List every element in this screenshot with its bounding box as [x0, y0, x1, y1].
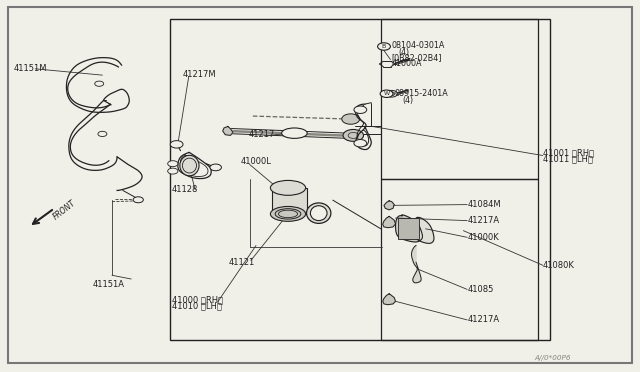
- Text: 41010 〈LH〉: 41010 〈LH〉: [172, 301, 221, 310]
- Text: 41085: 41085: [467, 285, 493, 294]
- Polygon shape: [383, 294, 396, 305]
- Circle shape: [133, 197, 143, 203]
- Text: W: W: [383, 91, 390, 96]
- Polygon shape: [223, 126, 233, 135]
- Ellipse shape: [270, 206, 306, 221]
- Circle shape: [354, 140, 367, 147]
- Bar: [170, 19, 550, 340]
- Text: 41128: 41128: [172, 185, 198, 194]
- Bar: [272, 188, 307, 214]
- Circle shape: [170, 141, 183, 148]
- Circle shape: [168, 161, 178, 167]
- Text: FRONT: FRONT: [51, 199, 77, 222]
- Circle shape: [380, 90, 393, 97]
- Text: 41084M: 41084M: [467, 200, 501, 209]
- Ellipse shape: [180, 155, 199, 176]
- Circle shape: [378, 43, 390, 50]
- Text: 41121: 41121: [229, 258, 255, 267]
- Text: 41000A: 41000A: [392, 60, 422, 68]
- Text: [0B82-02B4]: [0B82-02B4]: [392, 53, 442, 62]
- Polygon shape: [384, 201, 394, 210]
- Circle shape: [343, 129, 364, 141]
- Ellipse shape: [307, 203, 331, 223]
- Ellipse shape: [270, 180, 306, 195]
- Circle shape: [210, 164, 221, 171]
- Polygon shape: [413, 217, 434, 243]
- Text: 41217A: 41217A: [467, 216, 499, 225]
- Circle shape: [388, 92, 395, 96]
- Text: 41000K: 41000K: [467, 233, 499, 242]
- Bar: [398, 218, 419, 239]
- Circle shape: [354, 106, 367, 113]
- Text: 41217: 41217: [248, 130, 275, 139]
- Text: 41000L: 41000L: [241, 157, 271, 166]
- Text: B: B: [382, 44, 386, 49]
- Text: 41151M: 41151M: [14, 64, 47, 73]
- Text: 41151A: 41151A: [93, 280, 125, 289]
- Circle shape: [168, 168, 178, 174]
- Text: 41080K: 41080K: [543, 261, 575, 270]
- Text: A//0*00P6: A//0*00P6: [534, 355, 571, 361]
- Text: (4): (4): [398, 48, 409, 57]
- Text: 41001 〈RH〉: 41001 〈RH〉: [543, 148, 594, 157]
- Text: 08104-0301A: 08104-0301A: [392, 41, 445, 50]
- Ellipse shape: [282, 128, 307, 138]
- Circle shape: [386, 90, 397, 97]
- Text: 08915-2401A: 08915-2401A: [394, 89, 448, 98]
- Polygon shape: [383, 217, 396, 228]
- Text: 41011 〈LH〉: 41011 〈LH〉: [543, 155, 593, 164]
- Polygon shape: [412, 246, 421, 283]
- Bar: [381, 19, 538, 179]
- Text: 41217A: 41217A: [467, 315, 499, 324]
- Text: 41217M: 41217M: [182, 70, 216, 79]
- Circle shape: [342, 114, 360, 124]
- Text: 41000 〈RH〉: 41000 〈RH〉: [172, 295, 223, 304]
- Polygon shape: [396, 215, 422, 242]
- Bar: [381, 179, 538, 340]
- Text: (4): (4): [402, 96, 413, 105]
- Ellipse shape: [310, 206, 327, 221]
